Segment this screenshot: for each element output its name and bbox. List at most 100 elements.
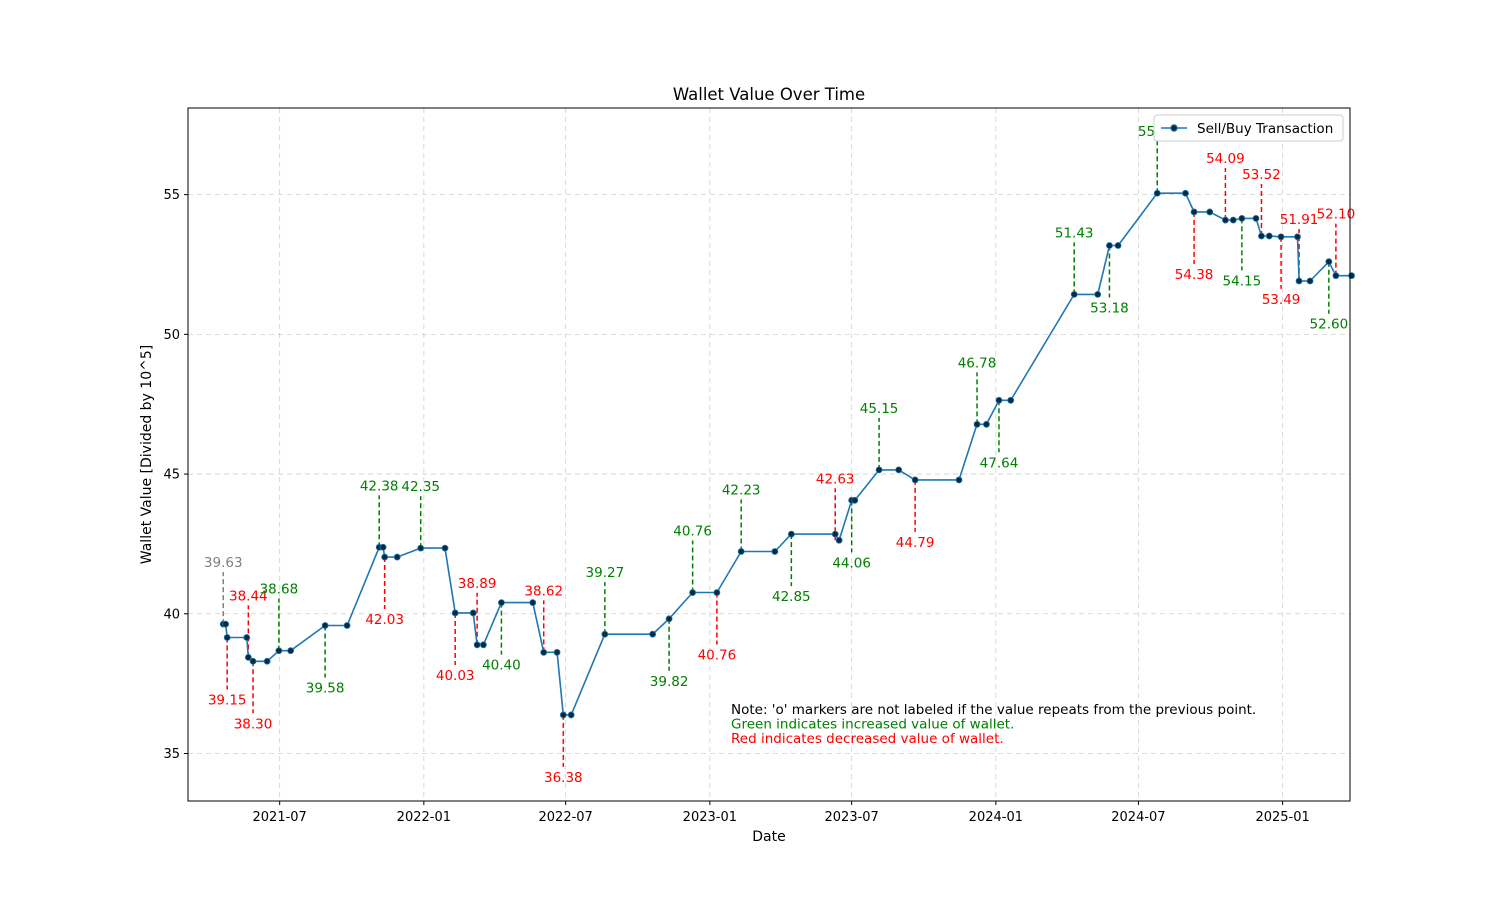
- data-point: [553, 648, 561, 656]
- annotation-label: 54.09: [1206, 151, 1245, 167]
- data-point: [1222, 216, 1229, 224]
- y-axis-ticks: 35 40 45 50 55: [163, 188, 188, 762]
- data-point: [393, 553, 401, 561]
- annotation-label: 39.58: [306, 681, 345, 697]
- data-point: [321, 622, 329, 629]
- y-tick-label: 45: [163, 468, 180, 483]
- note-line: Red indicates decreased value of wallet.: [731, 731, 1004, 747]
- annotation-label: 52.60: [1310, 317, 1349, 333]
- data-point: [1094, 290, 1102, 298]
- data-point: [417, 544, 425, 552]
- data-point: [911, 476, 919, 484]
- data-point: [222, 620, 230, 628]
- data-point: [479, 641, 487, 649]
- x-tick-label: 2025-01: [1255, 810, 1309, 825]
- data-point: [1190, 208, 1198, 216]
- data-point: [379, 543, 387, 551]
- data-point: [381, 553, 389, 561]
- data-point: [567, 711, 575, 719]
- data-point: [1238, 214, 1246, 222]
- annotation-label: 44.79: [896, 535, 935, 551]
- note-line: Note: 'o' markers are not labeled if the…: [731, 702, 1256, 718]
- data-point: [895, 466, 903, 474]
- y-tick-label: 55: [163, 188, 180, 203]
- data-point: [263, 657, 271, 665]
- annotation-label: 42.63: [816, 471, 855, 487]
- data-point: [649, 630, 657, 638]
- data-point: [955, 476, 963, 484]
- data-point: [559, 711, 567, 719]
- data-point: [244, 653, 252, 661]
- annotation-label: 53.49: [1262, 292, 1301, 308]
- grid: [188, 108, 1350, 801]
- annotation-label: 40.03: [436, 668, 475, 684]
- data-point: [831, 530, 839, 538]
- data-point: [1325, 258, 1333, 266]
- annotation-label: 42.23: [722, 482, 761, 498]
- annotation-label: 42.38: [360, 478, 399, 494]
- data-point: [1258, 232, 1265, 240]
- data-point: [275, 647, 283, 655]
- annotation-label: 38.44: [229, 588, 268, 604]
- data-point: [1294, 233, 1301, 241]
- data-point: [1295, 277, 1303, 285]
- annotation-label: 51.91: [1280, 212, 1319, 228]
- data-point: [875, 466, 883, 474]
- data-point: [1348, 272, 1355, 280]
- data-point: [249, 657, 257, 665]
- data-point: [540, 648, 548, 656]
- annotation-label: 40.76: [698, 648, 737, 664]
- series-layer: [219, 189, 1355, 719]
- data-point: [1106, 242, 1113, 249]
- annotation-label: 47.64: [980, 455, 1019, 471]
- chart-title: Wallet Value Over Time: [673, 85, 865, 104]
- data-point: [287, 647, 295, 655]
- annotation-label: 40.40: [482, 658, 521, 674]
- data-point: [851, 496, 859, 504]
- x-tick-label: 2024-07: [1111, 810, 1165, 825]
- data-point: [973, 420, 981, 428]
- data-point: [1206, 208, 1214, 216]
- data-point: [1070, 290, 1078, 298]
- data-point: [1306, 277, 1314, 285]
- annotation-label: 39.63: [204, 555, 243, 571]
- data-point: [473, 641, 481, 649]
- annotation-label: 52.10: [1317, 207, 1356, 223]
- annotation-label: 38.68: [260, 582, 299, 598]
- data-point: [689, 589, 697, 596]
- data-point: [441, 544, 449, 552]
- data-point: [223, 634, 231, 641]
- annotation-label: 53.52: [1242, 167, 1281, 183]
- data-point: [601, 630, 609, 638]
- annotation-label: 42.85: [772, 589, 811, 605]
- data-point: [835, 536, 843, 544]
- data-point: [1182, 189, 1189, 197]
- data-point: [713, 589, 721, 596]
- annotation-label: 38.30: [234, 716, 273, 732]
- annotation-label: 39.27: [586, 565, 625, 581]
- annotation-label: 38.62: [524, 583, 563, 599]
- annotation-labels: 39.63 39.15 38.44 38.30 38.68 39.58 42.38 42.03…: [204, 124, 1355, 786]
- annotation-label: 46.78: [958, 355, 997, 371]
- data-point: [1229, 216, 1237, 224]
- data-point: [787, 530, 795, 538]
- data-point: [1153, 189, 1161, 197]
- legend-box: [1153, 114, 1344, 142]
- annotation-label: 42.35: [401, 479, 440, 495]
- annotation-label: 36.38: [544, 770, 583, 786]
- y-axis-label: Wallet Value [Divided by 10^5]: [139, 345, 155, 564]
- x-tick-label: 2023-07: [825, 810, 879, 825]
- data-point: [451, 609, 459, 617]
- annotation-label: 45.15: [860, 401, 899, 417]
- chart-notes: Note: 'o' markers are not labeled if the…: [731, 702, 1256, 747]
- annotation-lines: [222, 141, 1337, 767]
- x-axis-ticks: 2021-07 2022-01 2022-07 2023-01 2023-07 2024-…: [253, 801, 1310, 825]
- data-point: [469, 609, 477, 617]
- data-point: [529, 599, 537, 607]
- x-axis-label: Date: [752, 829, 785, 845]
- annotation-label: 51.43: [1055, 225, 1094, 241]
- data-point: [1252, 214, 1260, 222]
- annotation-label: 38.89: [458, 576, 497, 592]
- data-point: [1265, 232, 1273, 240]
